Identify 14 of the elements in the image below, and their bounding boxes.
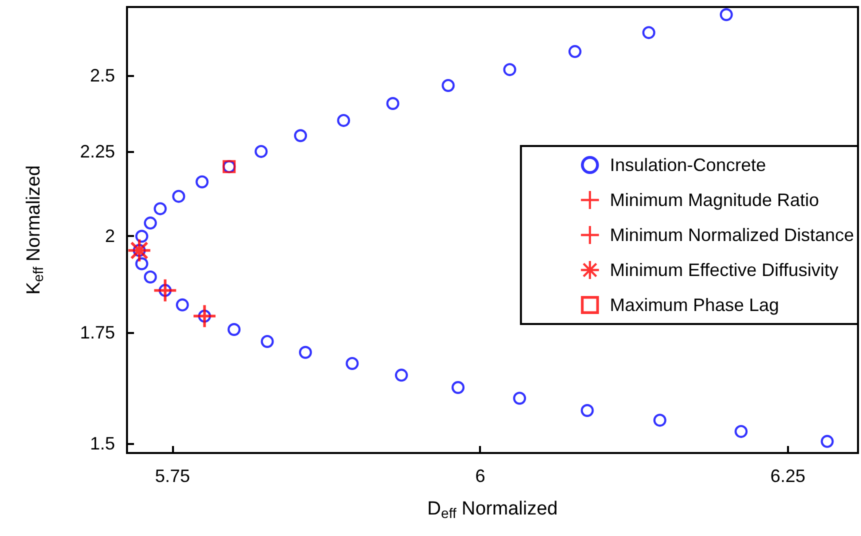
legend-label: Minimum Normalized Distance: [610, 225, 854, 245]
legend-label: Minimum Magnitude Ratio: [610, 190, 820, 210]
y-tick-label: 2.25: [80, 141, 115, 162]
x-tick-label: 6.25: [770, 466, 806, 486]
x-tick-label: 5.75: [155, 466, 190, 486]
y-tick-label: 2.5: [90, 66, 115, 86]
legend-label: Maximum Phase Lag: [610, 295, 780, 315]
y-axis-title: Keff Normalized: [24, 165, 46, 295]
y-tick-label: 2: [104, 226, 115, 246]
y-tick-label: 1.5: [90, 433, 115, 454]
y-tick-label: 1.75: [80, 322, 115, 342]
x-tick-label: 6: [475, 466, 486, 486]
legend-label: Minimum Effective Diffusivity: [610, 260, 838, 280]
legend-label: Insulation-Concrete: [610, 155, 766, 175]
